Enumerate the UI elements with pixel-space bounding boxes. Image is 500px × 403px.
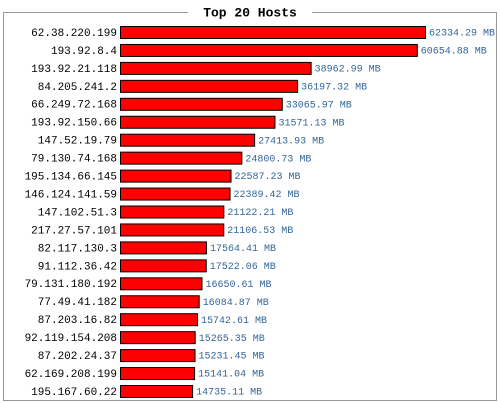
category-label: 79.130.74.168 [31,154,117,166]
category-label: 147.102.51.3 [38,207,117,219]
value-label: 17564.41 MB [210,244,276,255]
category-label: 146.124.141.59 [25,189,117,201]
value-label: 15265.35 MB [199,334,265,345]
bar [120,169,232,183]
bar [120,79,299,93]
value-label: 33065.97 MB [286,100,352,111]
bar [120,259,207,273]
category-label: 87.203.16.82 [38,315,117,327]
value-label: 15742.61 MB [201,316,267,327]
category-label: 79.131.180.192 [25,279,117,291]
value-label: 14735.11 MB [196,388,262,399]
value-label: 36197.32 MB [301,82,367,93]
category-label: 92.119.154.208 [25,333,117,345]
value-label: 21122.21 MB [227,208,293,219]
category-label: 217.27.57.101 [31,225,117,237]
bar [120,277,203,291]
category-label: 82.117.130.3 [38,243,117,255]
bar [120,313,199,327]
bar [120,295,200,309]
bar [120,205,225,219]
category-label: 91.112.36.42 [38,261,117,273]
category-label: 195.167.60.22 [31,387,117,399]
bar [120,367,196,381]
value-label: 16084.87 MB [203,298,269,309]
category-label: 62.38.220.199 [31,28,117,40]
value-label: 15231.45 MB [199,352,265,363]
category-label: 87.202.24.37 [38,351,117,363]
bar [120,241,207,255]
value-label: 22587.23 MB [235,172,301,183]
bar [120,151,243,165]
bar [120,97,283,111]
value-label: 31571.13 MB [278,118,344,129]
value-label: 16650.61 MB [205,280,271,291]
category-label: 66.249.72.168 [31,100,117,112]
category-label: 193.92.8.4 [51,46,117,58]
value-label: 17522.06 MB [210,262,276,273]
bar [120,385,194,398]
bar [120,26,426,39]
chart-title: Top 20 Hosts [203,5,297,20]
value-label: 22389.42 MB [234,190,300,201]
value-label: 21106.53 MB [227,226,293,237]
value-label: 27413.93 MB [258,136,324,147]
category-label: 193.92.21.118 [31,64,117,76]
category-label: 195.134.66.145 [25,172,117,184]
category-label: 193.92.150.66 [31,118,117,130]
category-label: 62.169.208.199 [25,369,117,381]
bar [120,61,312,75]
bar [120,223,225,237]
bar [120,349,196,363]
category-label: 77.49.41.182 [38,297,117,309]
bar [120,187,231,201]
value-label: 24800.73 MB [245,154,311,165]
bar [120,331,196,345]
title-background [188,4,312,20]
bar [120,115,276,129]
category-label: 147.52.19.79 [38,136,117,148]
bar [120,133,256,147]
value-label: 38962.99 MB [315,65,381,76]
category-label: 84.205.241.2 [38,82,117,94]
bar [120,43,418,57]
value-label: 60654.88 MB [421,47,487,58]
value-label: 15141.04 MB [198,370,264,381]
value-label: 62334.29 MB [429,29,495,40]
